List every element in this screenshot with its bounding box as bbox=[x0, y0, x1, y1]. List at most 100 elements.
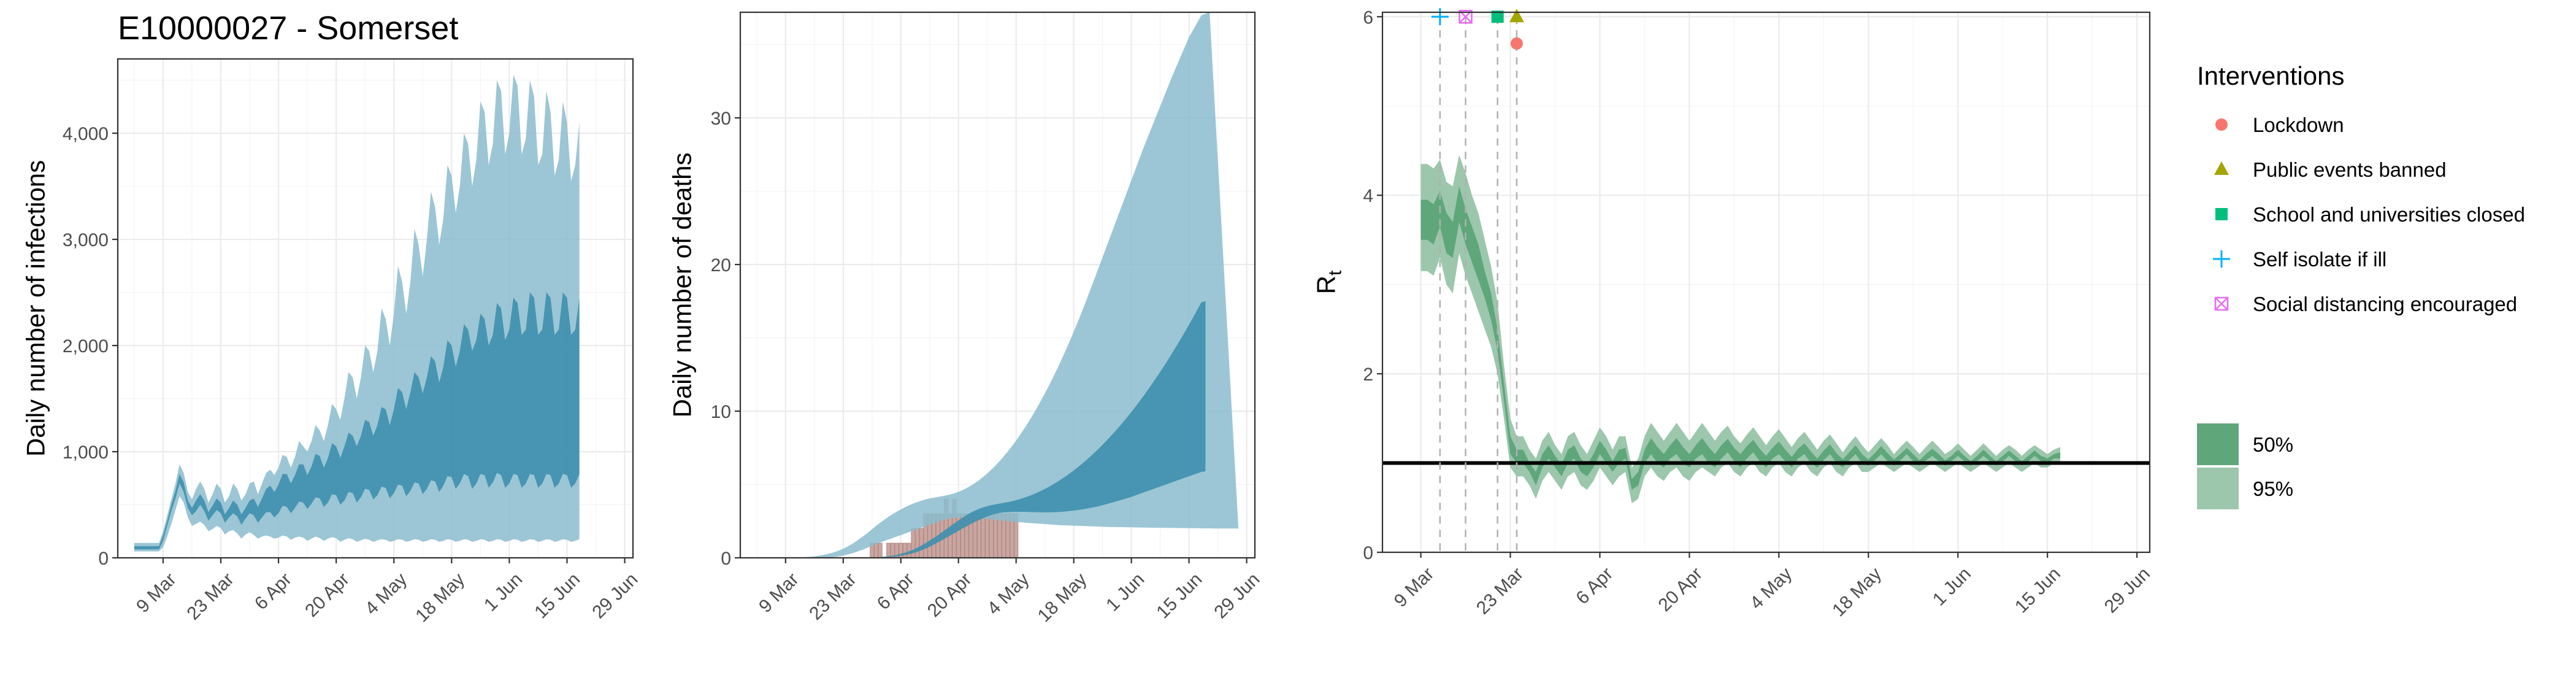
x-tick-label: 18 May bbox=[1034, 569, 1091, 626]
y-axis-title-text: Daily number of deaths bbox=[668, 153, 697, 418]
y-tick-label: 2,000 bbox=[63, 336, 109, 357]
marker-box bbox=[2214, 296, 2229, 311]
marker-box bbox=[1459, 10, 1473, 24]
death-bar bbox=[989, 513, 994, 558]
y-axis-title: Daily number of infections bbox=[21, 160, 50, 457]
y-axis-title-text: Daily number of infections bbox=[21, 160, 50, 457]
y-tick-label: 10 bbox=[711, 402, 731, 422]
y-axis-title: Rt bbox=[1312, 270, 1346, 294]
legend-title: Interventions bbox=[2197, 61, 2344, 90]
x-tick-label: 15 Jun bbox=[2011, 563, 2064, 617]
x-tick-label: 18 May bbox=[1828, 563, 1885, 620]
x-tick-label: 4 May bbox=[361, 569, 411, 619]
intervention-marker-schools bbox=[1491, 10, 1504, 23]
y-tick-label: 20 bbox=[711, 255, 731, 276]
legend-label: Public events banned bbox=[2253, 158, 2447, 181]
death-bar bbox=[902, 542, 908, 558]
x-tick-label: 9 Mar bbox=[755, 569, 803, 617]
x-tick-label: 20 Apr bbox=[1655, 563, 1707, 615]
x-tick-label: 6 Apr bbox=[251, 569, 296, 614]
y-axis-title-subscript: t bbox=[1325, 270, 1346, 276]
panel-border bbox=[739, 11, 1256, 559]
marker-square bbox=[1491, 10, 1504, 23]
x-tick-label: 1 Jun bbox=[1929, 563, 1975, 609]
x-tick-label: 23 Mar bbox=[805, 569, 860, 623]
y-tick-label: 1,000 bbox=[63, 442, 109, 463]
legend-band-label: 50% bbox=[2253, 433, 2293, 456]
death-bar bbox=[981, 513, 986, 558]
y-tick-label: 4 bbox=[1363, 186, 1373, 206]
legend-label: Self isolate if ill bbox=[2253, 248, 2386, 271]
x-tick-label: 29 Jun bbox=[588, 569, 642, 622]
y-tick-label: 3,000 bbox=[63, 230, 109, 250]
x-tick-label: 23 Mar bbox=[1473, 563, 1527, 618]
death-bar bbox=[873, 542, 879, 558]
legend-band-swatch bbox=[2197, 423, 2239, 465]
marker-cross-b bbox=[2215, 297, 2228, 311]
x-tick-label: 23 Mar bbox=[183, 569, 237, 623]
x-tick-label: 4 May bbox=[1746, 563, 1796, 613]
band-95pct bbox=[1420, 155, 2061, 503]
x-tick-label: 9 Mar bbox=[1390, 563, 1438, 611]
death-bar bbox=[907, 542, 911, 558]
death-bar bbox=[985, 513, 990, 558]
y-axis-title-text: R bbox=[1312, 276, 1341, 294]
intervention-marker-self_isolate bbox=[1431, 8, 1449, 26]
marker-triangle bbox=[1509, 9, 1524, 23]
marker-circle bbox=[1510, 37, 1523, 50]
legend-key-social_distancing bbox=[2214, 296, 2229, 311]
death-bar bbox=[915, 528, 920, 558]
y-tick-label: 4,000 bbox=[63, 124, 109, 144]
x-tick-label: 20 Apr bbox=[301, 569, 353, 621]
x-tick-label: 6 Apr bbox=[1572, 563, 1617, 608]
legend-band-swatch bbox=[2197, 468, 2239, 509]
intervention-marker-public_events bbox=[1509, 9, 1524, 23]
x-tick-label: 29 Jun bbox=[2101, 563, 2154, 617]
x-tick-label: 29 Jun bbox=[1210, 569, 1263, 622]
band-50pct bbox=[830, 301, 1206, 558]
y-tick-label: 0 bbox=[721, 549, 731, 569]
marker-triangle bbox=[2214, 161, 2229, 175]
x-tick-label: 9 Mar bbox=[132, 569, 180, 617]
x-tick-label: 15 Jun bbox=[1152, 569, 1206, 622]
panel-infections: 0 1,000 2,000 3,000 4,000 9 Mar 23 Mar 6 Apr 20 … bbox=[21, 10, 642, 626]
x-tick-label: 20 Apr bbox=[924, 569, 976, 621]
marker-square bbox=[2215, 208, 2228, 220]
legend-key-lockdown bbox=[2215, 118, 2228, 131]
x-tick-label: 18 May bbox=[412, 569, 469, 626]
y-tick-label: 2 bbox=[1363, 365, 1373, 385]
death-bar bbox=[919, 528, 924, 558]
y-axis-title: Daily number of deaths bbox=[668, 153, 697, 418]
intervention-marker-lockdown bbox=[1510, 37, 1523, 50]
x-tick-label: 6 Apr bbox=[873, 569, 918, 614]
legend-key-public_events bbox=[2214, 161, 2229, 175]
band-50pct bbox=[134, 292, 580, 550]
death-bar bbox=[878, 542, 883, 558]
y-tick-label: 0 bbox=[98, 549, 109, 569]
panel-border bbox=[117, 58, 634, 559]
y-tick-label: 30 bbox=[711, 109, 731, 129]
y-tick-label: 6 bbox=[1363, 7, 1373, 28]
legend: Interventions Lockdown Public events banne… bbox=[2197, 61, 2525, 509]
panel-rt: 0 2 4 6 9 Mar 23 Mar 6 Apr 20 Apr 4 May 18 May 1 J… bbox=[1312, 7, 2154, 620]
x-tick-label: 15 Jun bbox=[531, 569, 584, 622]
death-bar bbox=[886, 542, 891, 558]
x-tick-label: 4 May bbox=[983, 569, 1033, 619]
plot-title: E10000027 - Somerset bbox=[118, 10, 458, 47]
band-95pct bbox=[756, 12, 1239, 558]
legend-label: Lockdown bbox=[2253, 114, 2344, 136]
marker-circle bbox=[2215, 118, 2228, 131]
panel-deaths: 0 10 20 30 9 Mar 23 Mar 6 Apr 20 Apr 4 May 18 May… bbox=[668, 11, 1263, 626]
death-bar bbox=[997, 513, 1002, 558]
legend-key-schools bbox=[2215, 208, 2228, 220]
death-bar bbox=[993, 513, 998, 558]
legend-key-self_isolate bbox=[2213, 250, 2230, 268]
panel-border bbox=[1381, 11, 2151, 554]
y-tick-label: 0 bbox=[1363, 543, 1373, 563]
legend-label: School and universities closed bbox=[2253, 203, 2525, 226]
x-tick-label: 1 Jun bbox=[480, 569, 526, 615]
x-tick-label: 1 Jun bbox=[1102, 569, 1148, 615]
legend-band-label: 95% bbox=[2253, 477, 2293, 500]
legend-label: Social distancing encouraged bbox=[2253, 293, 2517, 315]
